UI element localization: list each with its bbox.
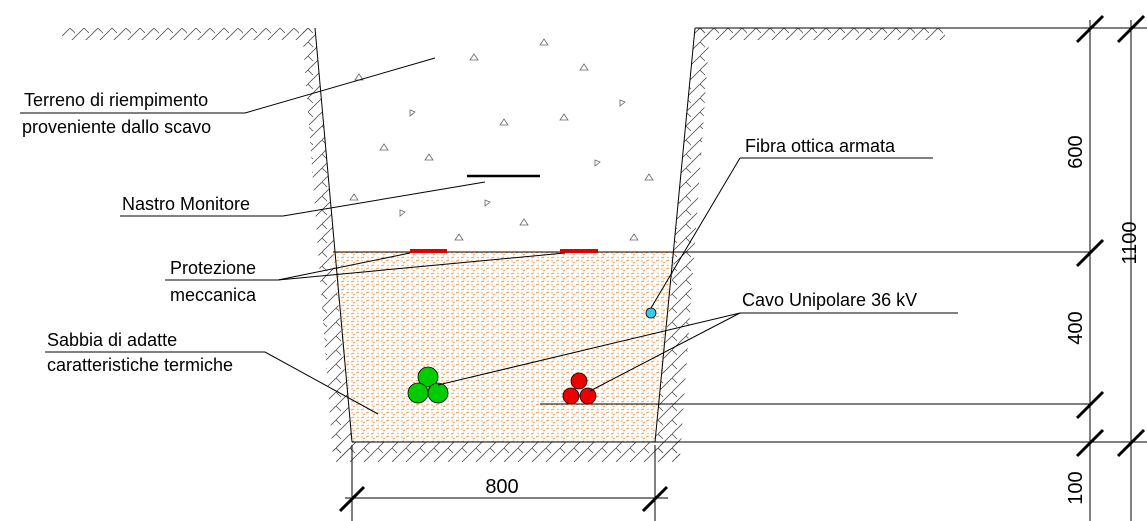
dim-sand-depth: 400: [1065, 311, 1087, 344]
dimension-lines: [338, 14, 1146, 521]
backfill-label-line2: proveniente dallo scavo: [22, 117, 211, 137]
fiber-label: Fibra ottica armata: [745, 136, 896, 156]
trench-outline: [314, 27, 1147, 443]
dim-total-depth: 1100: [1119, 221, 1141, 264]
backfill-aggregate: [349, 38, 654, 241]
cable-trefoil-red: [562, 372, 597, 405]
dim-backfill-depth: 600: [1065, 135, 1087, 168]
sand-label-line1: Sabbia di adatte: [47, 330, 177, 350]
warning-tape-label: Nastro Monitore: [122, 194, 250, 214]
dim-trench-width: 800: [485, 476, 518, 498]
sand-layer: [333, 252, 675, 442]
fiber-optic-cable: [645, 307, 657, 319]
cable-label: Cavo Unipolare 36 kV: [742, 290, 917, 310]
backfill-label-line1: Terreno di riempimento: [24, 90, 208, 110]
protection-label-line2: meccanica: [170, 285, 257, 305]
protection-label-line1: Protezione: [170, 258, 256, 278]
dim-bedding: 100: [1065, 471, 1087, 504]
cable-trefoil-green: [407, 366, 449, 404]
sand-label-line2: caratteristiche termiche: [47, 355, 233, 375]
annotations: Terreno di riempimento proveniente dallo…: [22, 90, 917, 375]
dimension-values: 600 400 1100 100 800: [485, 135, 1141, 504]
leader-lines: [20, 57, 958, 415]
